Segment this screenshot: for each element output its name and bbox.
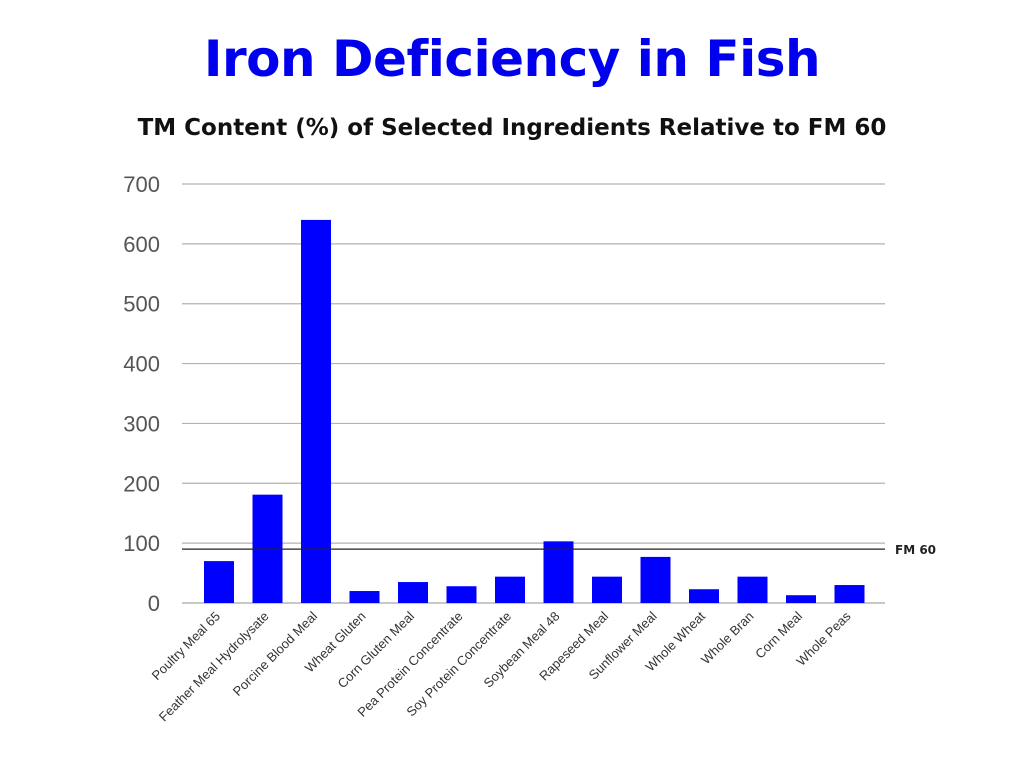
bars (204, 219, 865, 603)
bar (689, 589, 719, 603)
bar (592, 576, 622, 603)
bar (446, 586, 477, 603)
y-tick-label: 400 (123, 352, 160, 377)
bar (834, 585, 865, 603)
x-category-label: Porcine Blood Meal (230, 608, 320, 698)
bar (204, 561, 234, 603)
y-tick-label: 700 (123, 172, 160, 197)
y-tick-label: 200 (123, 471, 160, 496)
bar (786, 595, 816, 603)
y-tick-label: 0 (148, 591, 160, 616)
bar (301, 219, 331, 603)
y-tick-label: 600 (123, 232, 160, 257)
bar (398, 582, 428, 603)
reference-line-label: FM 60 (895, 543, 936, 557)
bar (349, 591, 380, 603)
reference-line-group: FM 60 (182, 543, 936, 557)
chart-subtitle: TM Content (%) of Selected Ingredients R… (137, 115, 887, 141)
y-tick-label: 100 (123, 531, 160, 556)
y-tick-label: 300 (123, 411, 160, 436)
y-tick-label: 500 (123, 292, 160, 317)
bar (495, 576, 525, 603)
y-axis-ticks: 0 100 200 300 400 500 600 700 (123, 172, 160, 616)
bar (737, 576, 768, 603)
chart-title: Iron Deficiency in Fish (203, 30, 821, 88)
bar (640, 556, 671, 603)
gridlines (182, 183, 885, 604)
x-category-label: Whole Bran (698, 609, 757, 668)
bar (543, 541, 574, 603)
